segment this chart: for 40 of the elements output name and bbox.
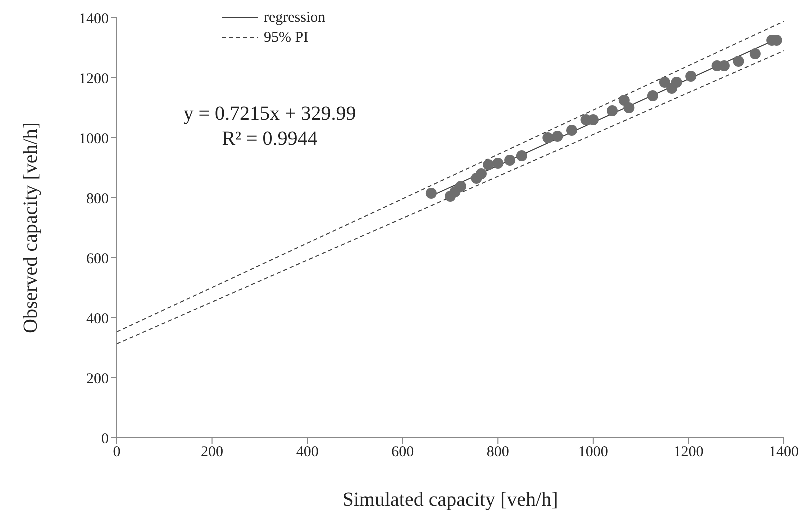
point	[750, 48, 761, 60]
point	[566, 125, 578, 136]
point	[606, 106, 618, 116]
y-tick-label: 0	[102, 431, 109, 448]
point	[516, 150, 528, 162]
point	[492, 158, 504, 169]
x-tick-label: 1400	[769, 444, 799, 461]
y-tick-label: 600	[86, 251, 109, 268]
point	[671, 77, 682, 88]
y-tick-label: 1200	[79, 71, 109, 88]
point	[733, 56, 744, 67]
point	[647, 90, 658, 102]
x-tick-label: 800	[486, 444, 510, 461]
y-tick-label: 1000	[79, 131, 109, 148]
y-tick-label: 800	[86, 191, 109, 208]
point	[426, 188, 437, 199]
point	[476, 168, 487, 180]
point	[504, 155, 516, 166]
y-tick-label: 1400	[79, 11, 109, 28]
x-axis-title: Simulated capacity [veh/h]	[342, 489, 558, 510]
y-tick-label: 400	[86, 311, 109, 328]
x-tick-label: 200	[201, 444, 224, 461]
x-tick-label: 1200	[674, 444, 704, 461]
x-tick-label: 1000	[578, 444, 608, 461]
point	[659, 77, 670, 88]
legend-label: 95% PI	[264, 30, 309, 46]
point	[542, 132, 554, 144]
annotation: y = 0.7215x + 329.99	[182, 102, 358, 127]
point	[483, 160, 494, 170]
point	[455, 181, 466, 192]
point	[552, 131, 564, 142]
x-tick-label: 400	[296, 444, 319, 461]
annotation: R² = 0.9944	[221, 127, 319, 152]
x-tick-label: 600	[392, 444, 414, 461]
x-tick-label: 0	[113, 444, 121, 461]
y-tick-label: 200	[86, 371, 109, 388]
y-axis-title: Observed capacity [veh/h]	[20, 122, 42, 334]
point	[624, 102, 635, 114]
point	[686, 71, 697, 82]
legend-label: regression	[264, 10, 326, 26]
